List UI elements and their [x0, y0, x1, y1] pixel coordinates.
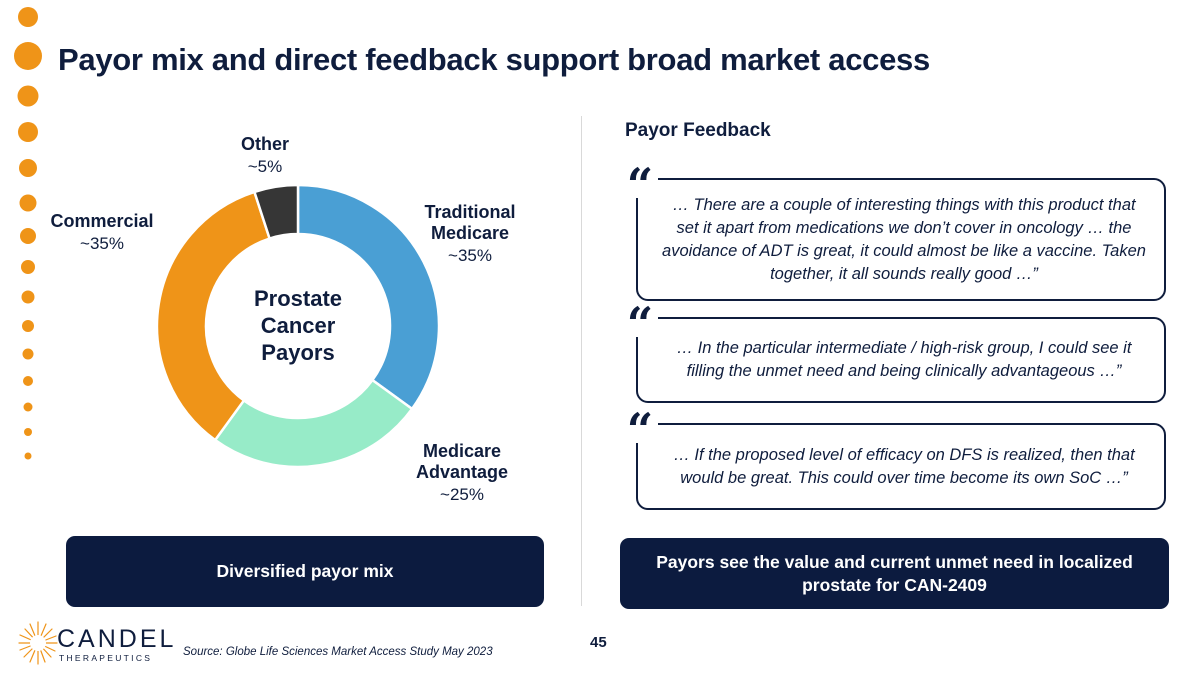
decorative-dot	[24, 452, 32, 460]
slice-value-label: ~5%	[248, 157, 283, 176]
payor-mix-donut-chart: Traditional Medicare ~35% Medicare Advantage…	[50, 134, 515, 504]
decorative-dot	[18, 122, 38, 142]
quote-box-2: “ … In the particular intermediate / hig…	[622, 301, 1166, 403]
decorative-dot	[19, 159, 37, 177]
decorative-dot-column	[14, 7, 42, 460]
decorative-dot	[18, 7, 38, 27]
decorative-dot	[17, 85, 39, 107]
diversified-payor-mix-callout: Diversified payor mix	[66, 536, 544, 607]
decorative-dot	[23, 376, 33, 386]
decorative-dot	[21, 260, 35, 274]
slice-value-label: ~35%	[448, 246, 492, 265]
decorative-dot	[23, 402, 33, 412]
donut-slice-traditional-medicare	[296, 183, 441, 411]
decorative-dot	[19, 194, 37, 212]
slice-label: Other ~5%	[241, 134, 289, 176]
candel-sun-logo-icon	[18, 621, 58, 665]
slice-value-label: ~35%	[80, 234, 124, 253]
payor-feedback-heading: Payor Feedback	[625, 120, 771, 141]
quote-mark-icon: “	[622, 301, 658, 347]
vertical-divider	[581, 116, 582, 606]
quote-mark-icon: “	[622, 162, 658, 208]
slice-value-label: ~25%	[440, 485, 484, 504]
decorative-dot	[20, 228, 36, 244]
decorative-dot	[21, 290, 35, 304]
slice-label: Medicare Advantage ~25%	[416, 441, 508, 504]
donut-center-label: Prostate Cancer Payors	[254, 286, 342, 365]
decorative-dot	[24, 428, 32, 436]
donut-slice-other	[252, 183, 300, 241]
quote-text: … There are a couple of interesting thin…	[662, 195, 1146, 283]
source-note: Source: Globe Life Sciences Market Acces…	[183, 646, 493, 658]
page-title: Payor mix and direct feedback support br…	[58, 42, 930, 77]
donut-slice-commercial	[155, 190, 272, 442]
quote-text: … If the proposed level of efficacy on D…	[673, 445, 1135, 487]
page-number: 45	[590, 634, 607, 651]
quote-mark-icon: “	[622, 407, 658, 453]
decorative-dot	[14, 42, 42, 70]
donut-slice-medicare-advantage	[213, 378, 414, 469]
logo-subtitle: THERAPEUTICS	[59, 653, 153, 663]
payor-value-callout: Payors see the value and current unmet n…	[620, 538, 1169, 609]
decorative-dot	[22, 348, 34, 360]
quote-box-3: “ … If the proposed level of efficacy on…	[622, 407, 1166, 510]
slice-label: Commercial ~35%	[50, 211, 153, 253]
quote-text: … In the particular intermediate / high-…	[676, 339, 1132, 380]
decorative-dot	[22, 320, 34, 332]
quote-box-1: “ … There are a couple of interesting th…	[622, 162, 1166, 301]
slice-label: Traditional Medicare ~35%	[424, 202, 515, 265]
logo-wordmark: CANDEL	[57, 625, 177, 653]
